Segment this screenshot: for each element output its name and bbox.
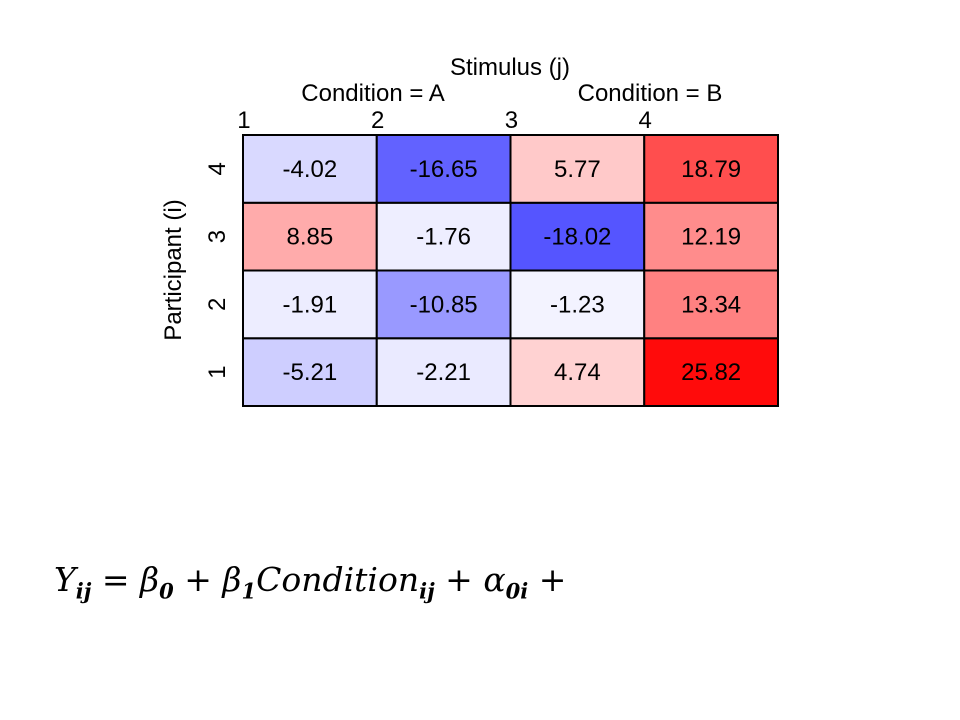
eq-beta0-sub: 0 (159, 578, 174, 604)
cell-value-label: 8.85 (287, 224, 334, 251)
y-tick-label: 1 (204, 365, 231, 378)
eq-alpha0-sub: 0i (505, 578, 529, 604)
x-tick-label: 4 (638, 107, 651, 134)
cell-value-label: 12.19 (681, 224, 741, 251)
cell-value-label: 5.77 (554, 156, 601, 183)
x-tick-label: 1 (237, 107, 250, 134)
cell-value-label: -1.76 (416, 224, 471, 251)
heatmap-cell (375, 201, 512, 272)
cell-value-label: -18.02 (543, 224, 611, 251)
heatmap-cell (242, 337, 378, 407)
x-tick-label: 2 (371, 107, 384, 134)
heatmap-cell (242, 134, 378, 204)
eq-plus-1: + (184, 560, 212, 599)
cell-value-label: -2.21 (416, 359, 471, 386)
cell-value-label: 18.79 (681, 156, 741, 183)
y-tick-label: 2 (204, 298, 231, 311)
eq-beta0: β (140, 560, 160, 599)
y-axis-label: Participant (i) (160, 199, 187, 340)
eq-Y-sub: ij (75, 578, 92, 604)
cell-value-label: -4.02 (283, 156, 338, 183)
heatmap-cell (375, 337, 512, 407)
heatmap-cell (643, 134, 779, 204)
heatmap-cell (375, 269, 512, 340)
eq-plus-3: + (538, 560, 567, 599)
y-tick-label: 4 (204, 162, 231, 175)
cell-value-label: -16.65 (410, 156, 478, 183)
column-group-label: Condition = A (301, 80, 444, 107)
cell-value-label: -1.91 (283, 291, 338, 318)
eq-beta1-sub: 1 (241, 578, 257, 604)
heatmap-border (242, 134, 779, 407)
cell-value-label: 4.74 (554, 359, 601, 386)
cell-value-label: -1.23 (550, 291, 605, 318)
chart-title: Stimulus (j) (450, 54, 570, 81)
eq-Y: Y (54, 560, 76, 599)
eq-equals: = (101, 560, 130, 599)
x-tick-label: 3 (505, 107, 518, 134)
cell-value-label: -5.21 (283, 359, 338, 386)
heatmap-cell (643, 269, 779, 340)
model-equation: Yij = β0 + β1Conditionij + α0i + (54, 560, 566, 604)
heatmap-cell (509, 269, 646, 340)
eq-condition: Condition (256, 560, 420, 599)
cell-value-label: 13.34 (681, 291, 741, 318)
cell-value-label: 25.82 (681, 359, 741, 386)
eq-alpha0: α (483, 560, 506, 599)
eq-condition-sub: ij (419, 578, 435, 604)
cell-value-label: -10.85 (410, 291, 478, 318)
eq-plus-2: + (445, 560, 473, 599)
heatmap-cell (242, 269, 378, 340)
column-group-label: Condition = B (578, 80, 723, 107)
eq-beta1: β (222, 560, 242, 599)
y-tick-label: 3 (204, 230, 231, 243)
heatmap-cell (643, 201, 779, 272)
